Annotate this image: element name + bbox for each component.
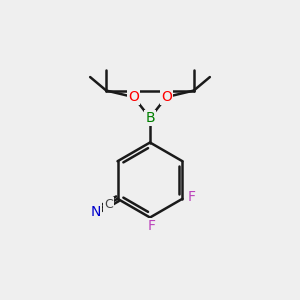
Text: F: F xyxy=(148,220,155,233)
Text: O: O xyxy=(161,90,172,104)
Text: F: F xyxy=(188,190,196,204)
Text: B: B xyxy=(145,111,155,125)
Text: O: O xyxy=(128,90,139,104)
Text: C: C xyxy=(104,198,112,211)
Text: N: N xyxy=(90,205,100,218)
